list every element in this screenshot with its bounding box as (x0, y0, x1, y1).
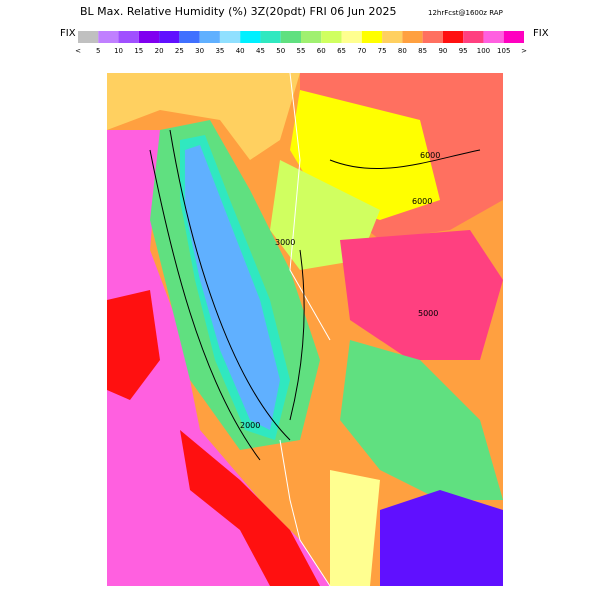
scale-swatch (219, 31, 241, 43)
scale-swatch (422, 31, 443, 43)
scale-swatch (382, 31, 403, 43)
scale-label: 90 (438, 47, 447, 55)
scale-swatch (138, 31, 160, 43)
scale-label: 100 (477, 47, 490, 55)
scale-swatch (199, 31, 220, 43)
scale-label: 85 (418, 47, 427, 55)
contour-label: 6000 (420, 151, 440, 160)
scale-swatch (159, 31, 180, 43)
scale-swatch (118, 31, 139, 43)
color-scale: <5 10 15 20 25 30 35 40 45 50 55 60 65 70 75 80 85 90 95 10… (75, 31, 527, 55)
region (107, 73, 300, 160)
scale-swatch (341, 31, 362, 43)
fix-right: FIX (533, 28, 549, 39)
title: BL Max. Relative Humidity (%) 3Z(20pdt) … (80, 5, 396, 18)
scale-swatch (483, 31, 504, 43)
region (340, 340, 503, 500)
map (107, 72, 503, 587)
scale-swatch (402, 31, 423, 43)
scale-swatch (78, 31, 99, 43)
scale-label: 50 (276, 47, 285, 55)
scale-swatch (442, 31, 464, 43)
scale-swatch (240, 31, 261, 43)
scale-label: 35 (215, 47, 224, 55)
scale-swatch (98, 31, 119, 43)
scale-swatch (463, 31, 484, 43)
region (185, 145, 280, 430)
fix-left: FIX (60, 28, 76, 39)
scale-label: 30 (195, 47, 204, 55)
contour-label: 2000 (240, 421, 260, 430)
scale-label: 70 (357, 47, 366, 55)
region (107, 290, 160, 400)
scale-label: 105 (497, 47, 510, 55)
state-border (279, 439, 331, 587)
scale-label: < (75, 47, 81, 55)
scale-label: 55 (297, 47, 306, 55)
contour-label: 5000 (418, 309, 438, 318)
scale-label: 75 (378, 47, 387, 55)
scale-label: 15 (134, 47, 143, 55)
scale-label: 95 (459, 47, 468, 55)
scale-label: 25 (175, 47, 184, 55)
scale-label: 65 (337, 47, 346, 55)
scale-label: 10 (114, 47, 123, 55)
scale-label: 20 (155, 47, 164, 55)
scale-swatch (321, 31, 342, 43)
region (380, 490, 503, 586)
scale-label: 5 (96, 47, 100, 55)
scale-label: 80 (398, 47, 407, 55)
state-border (289, 72, 331, 341)
scale-swatch (503, 31, 524, 43)
scale-swatch (260, 31, 281, 43)
forecast-label: 12hrFcst@1600z RAP (428, 9, 503, 17)
scale-swatch (361, 31, 383, 43)
scale-label: 45 (256, 47, 265, 55)
scale-swatch (280, 31, 301, 43)
region (330, 470, 380, 586)
region (180, 430, 320, 586)
scale-label: > (521, 47, 527, 55)
contour-label: 3000 (275, 238, 295, 247)
scale-label: 60 (317, 47, 326, 55)
scale-swatch (301, 31, 322, 43)
region (340, 230, 503, 360)
contour-label: 6000 (412, 197, 432, 206)
scale-swatch (179, 31, 200, 43)
scale-label: 40 (236, 47, 245, 55)
contour-line (149, 129, 481, 461)
region (107, 130, 330, 586)
